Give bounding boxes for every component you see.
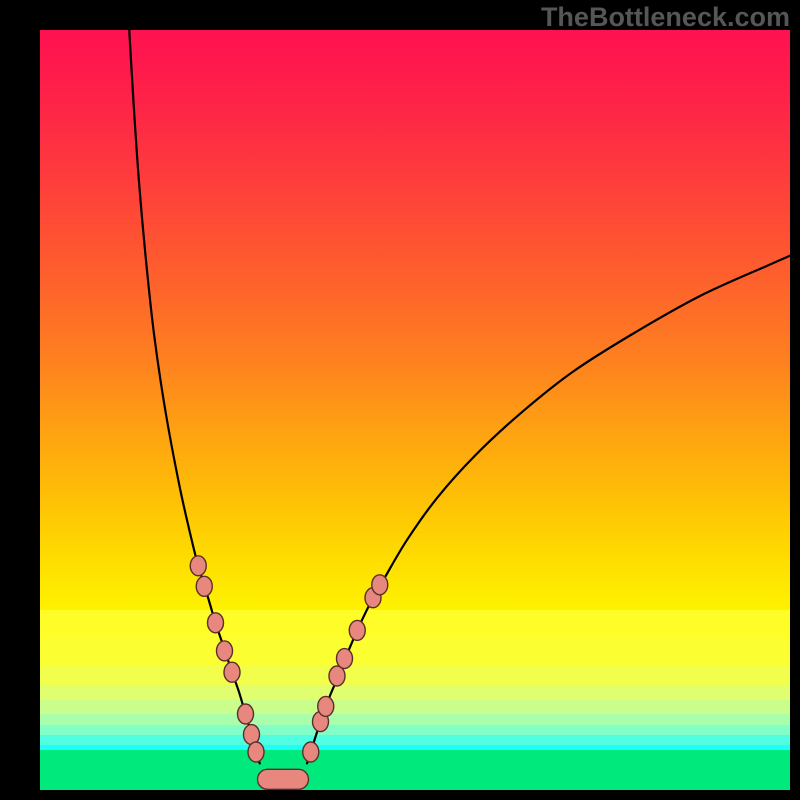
marker-left-3 — [217, 641, 233, 661]
marker-right-2 — [318, 696, 334, 716]
marker-right-4 — [337, 649, 353, 669]
marker-right-3 — [329, 666, 345, 686]
marker-left-7 — [248, 742, 264, 762]
marker-bottom-pill — [258, 769, 309, 789]
marker-left-5 — [238, 704, 254, 724]
marker-left-4 — [224, 662, 240, 682]
marker-left-1 — [196, 576, 212, 596]
gradient-background — [40, 30, 790, 790]
marker-left-2 — [208, 613, 224, 633]
watermark-text: TheBottleneck.com — [541, 2, 790, 33]
marker-right-0 — [303, 742, 319, 762]
bottleneck-chart — [40, 30, 790, 790]
marker-left-0 — [190, 556, 206, 576]
marker-right-7 — [372, 575, 388, 595]
marker-right-5 — [349, 620, 365, 640]
